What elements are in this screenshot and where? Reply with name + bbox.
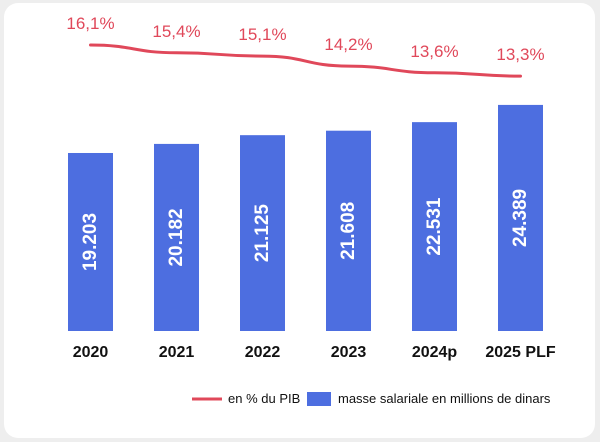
bar-value-label: 21.125 bbox=[252, 204, 273, 263]
bar-2021 bbox=[154, 143, 199, 331]
chart-card: 19.203 20.182 21.125 21.608 22.531 24.389 16,… bbox=[4, 3, 595, 438]
pct-value-label: 16,1% bbox=[66, 14, 114, 33]
bar-value-label: 24.389 bbox=[510, 189, 531, 247]
bar-value-label: 20.182 bbox=[166, 208, 187, 266]
category-label: 2023 bbox=[331, 344, 367, 361]
legend: en % du PIB masse salariale en millions d… bbox=[192, 391, 551, 406]
bar-2020 bbox=[68, 152, 113, 331]
legend-bar-swatch bbox=[307, 392, 331, 406]
bar-2022 bbox=[240, 135, 285, 331]
pct-value-label: 14,2% bbox=[324, 35, 372, 54]
legend-line-label: en % du PIB bbox=[228, 391, 300, 406]
combo-chart: 19.203 20.182 21.125 21.608 22.531 24.389 16,… bbox=[66, 14, 556, 406]
category-labels: 2020 2021 2022 2023 2024p 2025 PLF bbox=[73, 344, 556, 361]
category-label: 2020 bbox=[73, 344, 109, 361]
bar-2023 bbox=[326, 130, 371, 331]
bar-value-label: 19.203 bbox=[80, 213, 101, 271]
bar-2025-plf bbox=[498, 104, 543, 331]
pct-value-label: 13,3% bbox=[496, 45, 544, 64]
legend-bar-label: masse salariale en millions de dinars bbox=[338, 391, 551, 406]
bar-2024p bbox=[412, 122, 457, 331]
pct-value-label: 13,6% bbox=[410, 42, 458, 61]
category-label: 2021 bbox=[159, 344, 195, 361]
bars-layer: 19.203 20.182 21.125 21.608 22.531 24.389 bbox=[68, 104, 543, 331]
bar-value-label: 21.608 bbox=[338, 202, 359, 260]
bar-value-label: 22.531 bbox=[424, 197, 445, 256]
pct-value-label: 15,4% bbox=[152, 22, 200, 41]
pct-value-label: 15,1% bbox=[238, 25, 286, 44]
pib-percentage-line bbox=[89, 43, 522, 78]
category-label: 2024p bbox=[412, 344, 458, 361]
category-label: 2025 PLF bbox=[485, 344, 555, 361]
line-layer: 16,1% 15,4% 15,1% 14,2% 13,6% 13,3% bbox=[66, 14, 545, 78]
category-label: 2022 bbox=[245, 344, 281, 361]
